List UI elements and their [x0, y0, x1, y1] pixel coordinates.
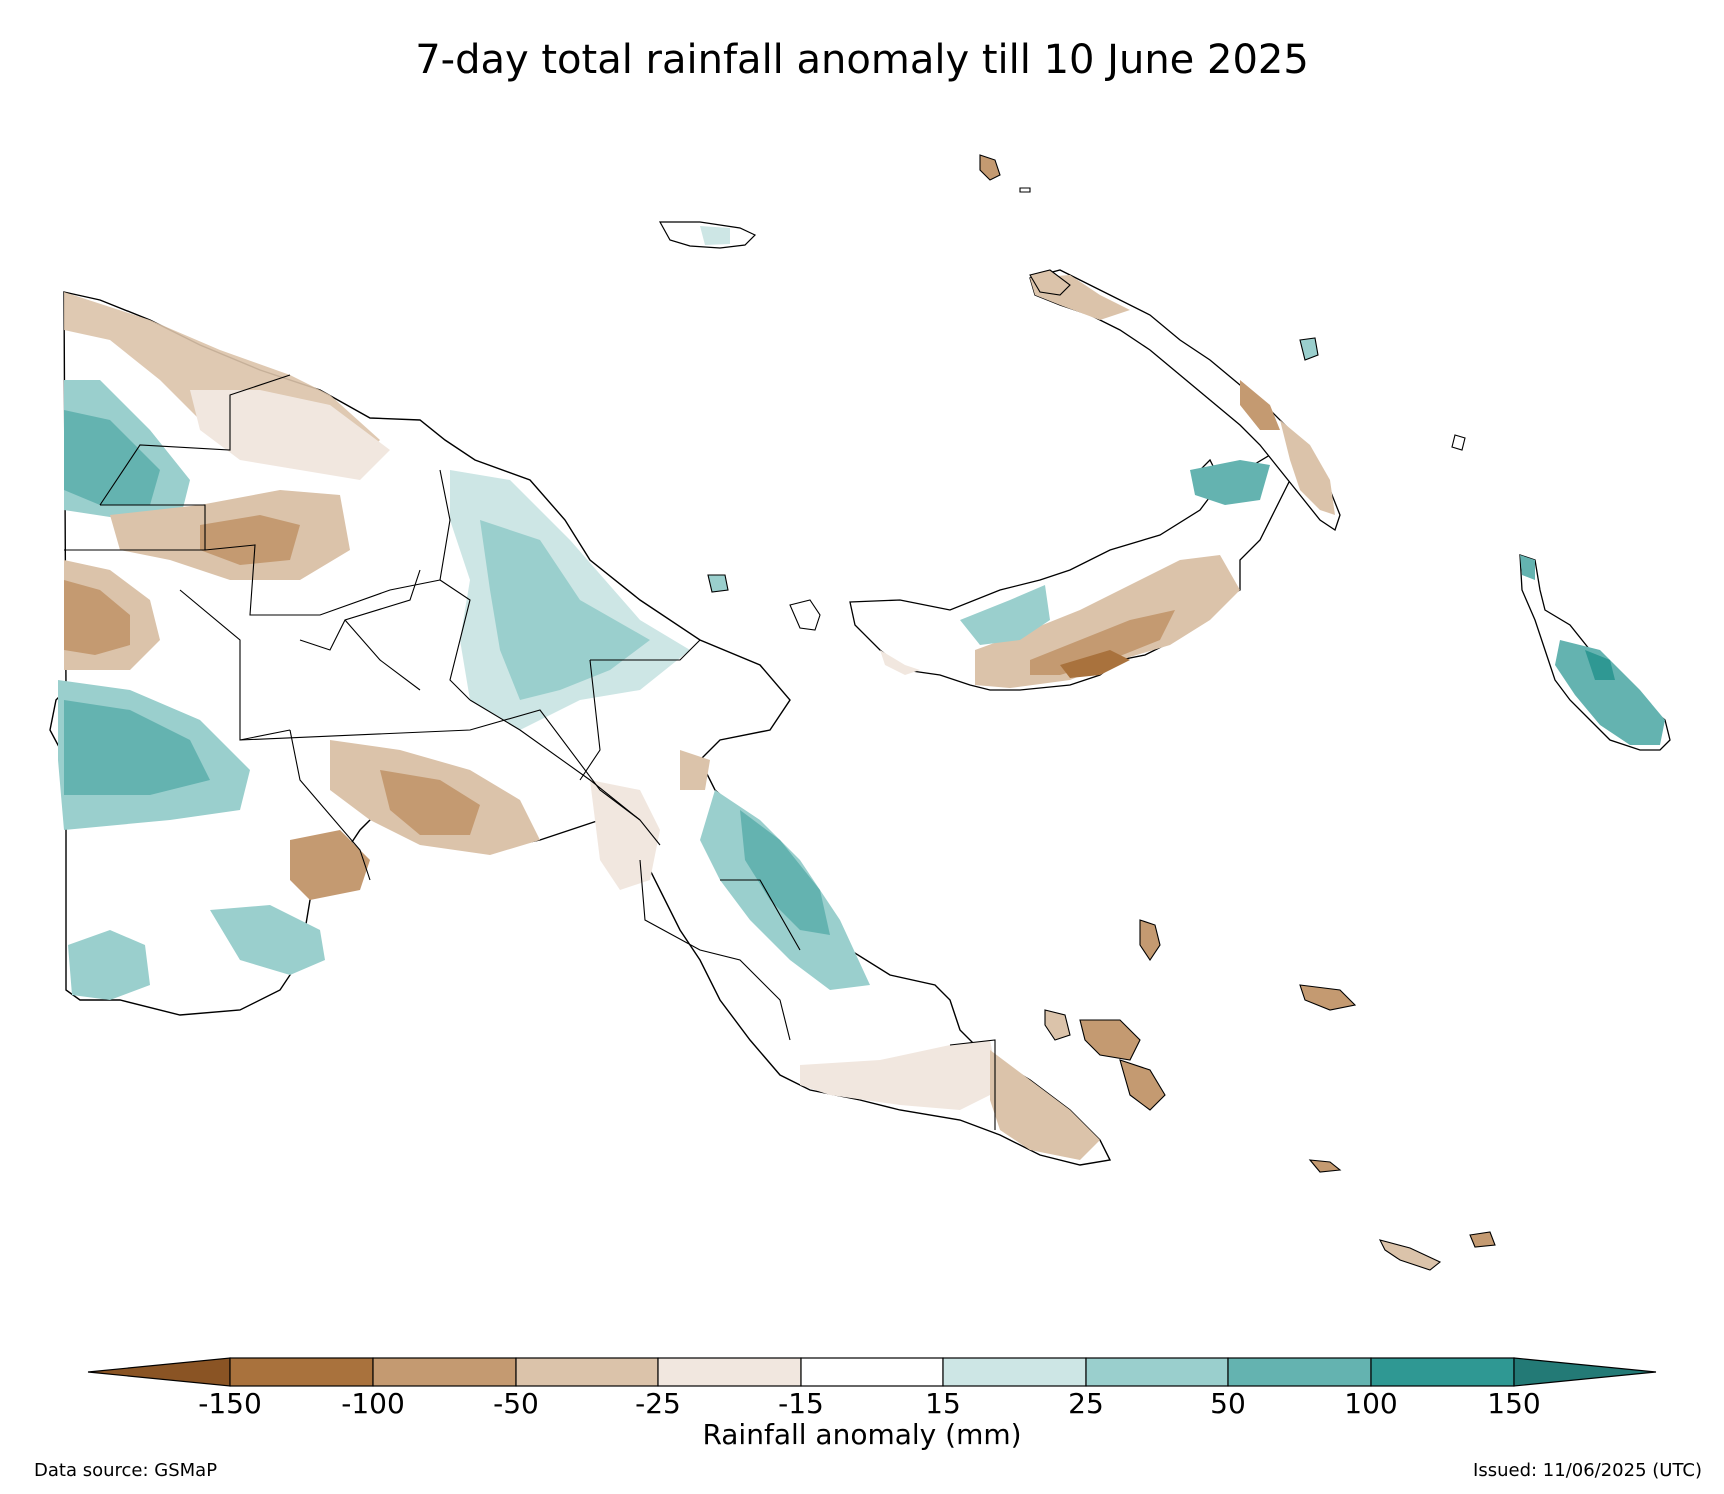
mainland-png: [49, 291, 1112, 1166]
colorbar-tick-label: 50: [1210, 1387, 1246, 1420]
anomaly-wet-manus: [700, 226, 730, 245]
colorbar-seg-6: [942, 1357, 1087, 1387]
colorbar-extend-high: [1513, 1357, 1657, 1387]
island-umboi: [1451, 434, 1466, 451]
colorbar-tick-label: 100: [1344, 1387, 1398, 1420]
province-boundaries: [64, 374, 996, 1130]
manus-island: [658, 221, 757, 249]
anomaly-wet-new-britain-north: [960, 585, 1050, 645]
colorbar-tick-label: -50: [493, 1387, 539, 1420]
colorbar-title: Rainfall anomaly (mm): [702, 1418, 1022, 1451]
anomaly-wet-buka: [1520, 555, 1535, 580]
island-woodlark: [1299, 984, 1357, 1011]
island-karkar: [707, 574, 729, 593]
anomaly-dry-north-light: [190, 390, 390, 480]
anomaly-dry-lae: [680, 750, 710, 790]
island-emirau: [1019, 187, 1031, 193]
anomaly-dry-new-britain-extreme: [1060, 650, 1130, 678]
anomaly-dry-east-light: [590, 780, 660, 890]
colorbar-tick-label: 150: [1487, 1387, 1541, 1420]
anomaly-dry-milne-bay: [990, 1050, 1100, 1160]
colorbar-seg-7: [1085, 1357, 1229, 1387]
colorbar-seg-1: [229, 1357, 374, 1387]
small-islands: [707, 154, 1496, 1271]
anomaly-dry-west-mid-core: [64, 580, 130, 655]
anomaly-dry-gulf-west: [290, 830, 370, 900]
colorbar: [87, 1357, 1657, 1387]
anomaly-wet-fly-river: [210, 905, 325, 975]
anomaly-dry-central-west-core: [200, 515, 300, 565]
anomaly-dry-milne-bay-light: [800, 1040, 1000, 1110]
island-mussau: [979, 154, 1001, 181]
data-source-note: Data source: GSMaP: [34, 1460, 218, 1481]
anomaly-dry-new-britain-south: [975, 555, 1240, 688]
island-long: [789, 599, 821, 631]
colorbar-seg-3: [515, 1357, 659, 1387]
island-normanby: [1119, 1059, 1166, 1111]
anomaly-wet-bougainville-core: [1585, 650, 1615, 680]
anomaly-dry-new-britain-core: [1030, 610, 1175, 675]
anomaly-wet-south-coast: [68, 930, 150, 1000]
new-britain: [849, 454, 1291, 691]
map-title: 7-day total rainfall anomaly till 10 Jun…: [415, 37, 1309, 83]
anomaly-wet-southwest-core: [64, 700, 210, 795]
colorbar-extend-low: [87, 1357, 231, 1387]
anomaly-wet-west-core: [64, 410, 160, 505]
island-lavongai: [1029, 269, 1071, 296]
colorbar-seg-4: [657, 1357, 802, 1387]
anomaly-wet-bougainville: [1555, 640, 1665, 745]
island-misima: [1308, 1159, 1342, 1173]
issued-date-note: Issued: 11/06/2025 (UTC): [1473, 1460, 1702, 1481]
island-lihir: [1299, 337, 1319, 361]
colorbar-seg-2: [372, 1357, 517, 1387]
colorbar-seg-8: [1227, 1357, 1372, 1387]
island-fergusson: [1079, 1019, 1141, 1061]
colorbar-seg-5: [800, 1357, 944, 1387]
anomaly-dry-gulf-core: [380, 770, 480, 835]
anomaly-wet-new-britain-northeast: [1190, 460, 1270, 505]
colorbar-tick-label: 15: [925, 1387, 961, 1420]
new-ireland: [1029, 269, 1341, 532]
colorbar-seg-9: [1370, 1357, 1515, 1387]
colorbar-tick-label: -150: [198, 1387, 262, 1420]
island-trobriand: [1139, 919, 1161, 961]
island-sudest: [1378, 1239, 1442, 1271]
island-goodenough: [1044, 1009, 1071, 1041]
island-rossel: [1469, 1231, 1496, 1248]
colorbar-tick-label: -100: [341, 1387, 405, 1420]
anomaly-dry-new-ireland-south: [1280, 420, 1335, 515]
anomaly-wet-highlands-core: [480, 520, 650, 700]
colorbar-tick-label: -25: [635, 1387, 681, 1420]
anomaly-wet-morobe-core: [740, 810, 830, 935]
bougainville: [1519, 554, 1671, 751]
anomaly-dry-new-ireland-mid: [1240, 380, 1280, 430]
anomaly-light-new-britain-west: [880, 650, 920, 675]
colorbar-tick-label: 25: [1068, 1387, 1104, 1420]
colorbar-tick-label: -15: [778, 1387, 824, 1420]
